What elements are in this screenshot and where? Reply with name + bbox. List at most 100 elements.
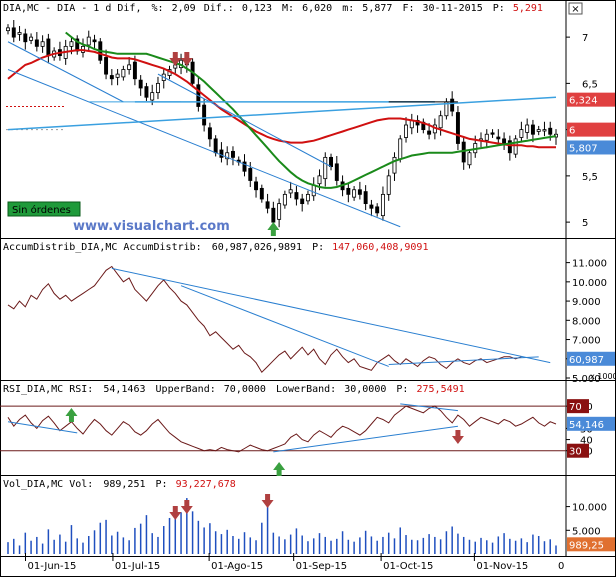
up-arrow-icon: [273, 462, 286, 476]
y-tick-label: 40: [580, 436, 593, 447]
vol-flag: [567, 537, 615, 552]
accumdistrib-line: [7, 265, 522, 374]
price-flag: [567, 140, 615, 155]
candle-body: [277, 203, 282, 220]
close-icon[interactable]: ×: [571, 4, 579, 15]
accumdistrib-panel[interactable]: AccumDistrib_DIA,MC AccumDistrib: 60,987…: [0, 239, 616, 385]
y-tick-label: 7: [582, 33, 588, 44]
rsi-flag: [567, 416, 615, 431]
candle-body: [46, 38, 51, 57]
accum-flag: [567, 351, 615, 366]
candle-body: [138, 79, 143, 89]
candle-body: [248, 168, 253, 181]
down-arrow-icon: [451, 430, 464, 444]
candle-body: [484, 133, 489, 141]
candle-body: [282, 193, 287, 206]
candle-body: [386, 175, 391, 195]
down-arrow-icon: [261, 494, 274, 508]
x-axis: 01-Jun-15 01-Jul-15 01-Ago-15 01-Sep-15 01-O…: [24, 553, 528, 572]
y-tick-label: 5: [582, 218, 588, 229]
candle-body: [23, 33, 28, 43]
candle-body: [109, 75, 114, 80]
trendline: [273, 425, 459, 453]
candle-body: [334, 163, 339, 181]
volume-panel[interactable]: Vol_DIA,MC Vol: 989,251 P: 93,227,678 10…: [3, 476, 615, 556]
accum-y-ticks: 11.00010.0009.0008.0007.0006.0005.00060,…: [566, 259, 616, 385]
candle-body: [323, 156, 328, 180]
rsi-plot: [0, 403, 566, 476]
trendline: [400, 403, 458, 412]
price-flag-label: 6,324: [569, 96, 598, 107]
up-arrow-icon: [267, 222, 280, 236]
accum-flag-label: 60,987: [569, 355, 604, 366]
candle-body: [352, 189, 357, 198]
trendline: [111, 267, 551, 364]
candle-body: [305, 193, 310, 202]
down-arrow-icon: [180, 500, 193, 514]
candle-body: [513, 138, 518, 155]
candle-body: [17, 32, 22, 35]
candle-body: [202, 104, 207, 126]
trendline: [388, 356, 539, 366]
candle-body: [369, 204, 374, 209]
rsi-line: [7, 405, 557, 453]
candle-body: [144, 86, 149, 98]
vol-plot: [7, 494, 557, 554]
candle-body: [127, 64, 132, 70]
candle-body: [542, 129, 547, 132]
sin-ordenes-badge[interactable]: [7, 201, 81, 217]
y-tick-label: 5.000: [572, 526, 601, 537]
candle-body: [502, 138, 507, 144]
candle-body: [346, 187, 351, 195]
y-tick-label: 7.000: [572, 336, 601, 347]
accum-plot: [7, 265, 551, 374]
trendline: [7, 41, 124, 103]
close-button[interactable]: [568, 2, 583, 15]
candle-body: [357, 189, 362, 195]
vol-zero-label: 0: [558, 561, 564, 572]
candle-body: [450, 98, 455, 112]
candle-body: [150, 92, 155, 101]
candle-body: [230, 150, 235, 158]
candle-body: [259, 187, 264, 200]
candle-body: [11, 27, 16, 38]
x-tick-label: 01-Jul-15: [115, 561, 160, 572]
rsi-header: RSI_DIA,MC RSI: 54,1463 UpperBand: 70,00…: [3, 384, 465, 395]
down-arrow-icon: [169, 52, 182, 66]
candle-body: [207, 127, 212, 140]
candle-body: [507, 140, 512, 154]
candle-body: [34, 39, 39, 47]
trendline: [180, 285, 389, 367]
candle-body: [380, 193, 385, 217]
rsi-flag-label: 30: [569, 447, 582, 458]
candle-body: [132, 61, 137, 80]
price-flag-label: 6: [569, 126, 575, 137]
rsi-panel[interactable]: RSI_DIA,MC RSI: 54,1463 UpperBand: 70,00…: [0, 381, 616, 476]
price-flag: [567, 122, 615, 137]
candle-body: [525, 124, 530, 133]
x-tick-label: 01-Nov-15: [476, 561, 528, 572]
y-tick-label: 10.000: [572, 278, 607, 289]
price-panel[interactable]: DIA,MC - DIA - 1 d Dif, %: 2,09 Dif.: 0,…: [0, 1, 616, 239]
x-tick-label: 01-Sep-15: [296, 561, 348, 572]
candle-body: [6, 27, 10, 32]
candle-body: [225, 152, 230, 160]
x-tick-label: 01-Oct-15: [383, 561, 433, 572]
candle-body: [496, 136, 501, 140]
vol-header: Vol_DIA,MC Vol: 989,251 P: 93,227,678: [3, 479, 236, 490]
candle-body: [438, 115, 443, 129]
candle-body: [242, 161, 247, 172]
moving-average-red: [7, 49, 556, 149]
candle-body: [398, 138, 403, 160]
candle-body: [92, 39, 97, 43]
candle-body: [536, 129, 541, 132]
candle-body: [455, 112, 460, 144]
x-tick-label: 01-Ago-15: [211, 561, 263, 572]
candle-body: [519, 129, 524, 138]
candle-body: [121, 69, 126, 78]
candle-body: [265, 201, 270, 209]
candle-body: [254, 181, 259, 191]
candle-body: [115, 73, 120, 78]
candle-body: [317, 175, 322, 185]
